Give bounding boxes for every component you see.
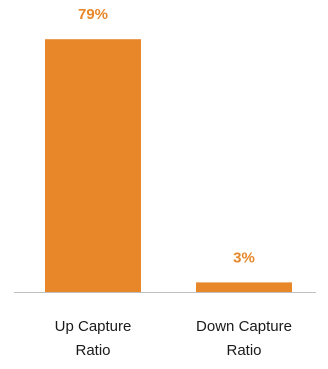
data-label-0: 79%: [78, 6, 108, 23]
x-tick-label-0-line-0: Up Capture: [55, 318, 132, 335]
x-tick-label-1-line-0: Down Capture: [196, 318, 292, 335]
data-label-1: 3%: [233, 249, 255, 266]
bar-0: [45, 39, 141, 293]
x-tick-label-0-line-1: Ratio: [75, 342, 110, 359]
bar-1: [196, 282, 292, 292]
x-tick-label-1-line-1: Ratio: [226, 342, 261, 359]
